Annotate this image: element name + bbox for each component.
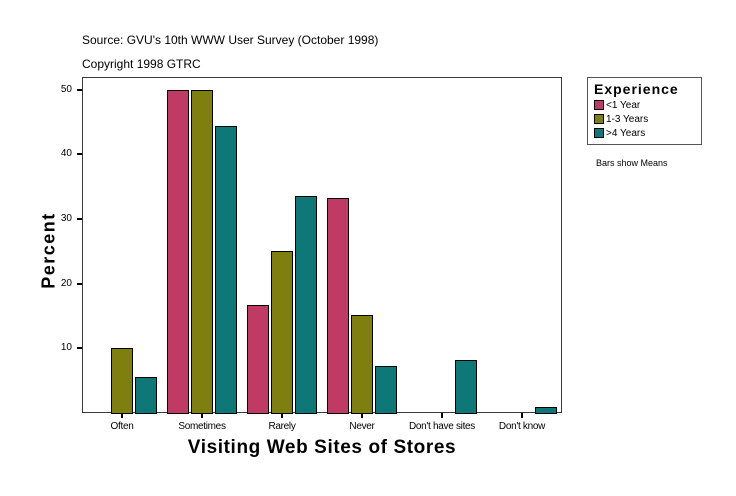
legend-swatch-gt4-years: [594, 128, 604, 139]
y-tick-mark: [77, 153, 82, 156]
bar: [351, 315, 373, 414]
legend-swatch-1-3-years: [594, 114, 604, 125]
bar: [271, 251, 293, 414]
bar: [167, 89, 189, 414]
legend-title: Experience: [594, 81, 679, 97]
bar: [111, 348, 133, 414]
legend-item-1-3-years: 1-3 Years: [594, 114, 648, 126]
legend-item-gt4-years: >4 Years: [594, 128, 645, 140]
legend-swatch-lt1-year: [594, 100, 604, 111]
y-tick-label: 50: [60, 83, 72, 95]
x-tick-label: Don't have sites: [408, 421, 476, 432]
x-axis-title: Visiting Web Sites of Stores: [187, 437, 457, 458]
y-tick-mark: [77, 347, 82, 350]
x-tick-label: Never: [349, 421, 375, 432]
y-tick-mark: [77, 282, 82, 285]
x-tick-mark: [521, 413, 523, 418]
bar: [191, 89, 213, 414]
legend: Experience <1 Year 1-3 Years >4 Years: [587, 77, 702, 145]
y-tick-label: 40: [60, 148, 72, 160]
x-tick-mark: [121, 413, 123, 418]
x-tick-label: Often: [110, 421, 134, 432]
legend-item-lt1-year: <1 Year: [594, 100, 640, 112]
y-tick-mark: [77, 88, 82, 91]
copyright-caption: Copyright 1998 GTRC: [82, 57, 201, 71]
y-tick-label: 10: [60, 342, 72, 354]
source-caption: Source: GVU's 10th WWW User Survey (Octo…: [82, 33, 379, 47]
x-tick-mark: [361, 413, 363, 418]
bar: [455, 359, 477, 414]
legend-label: 1-3 Years: [606, 114, 649, 125]
x-tick-mark: [441, 413, 443, 418]
bar: [247, 304, 269, 414]
plot-area: [82, 77, 562, 413]
legend-label: >4 Years: [606, 128, 646, 139]
x-tick-label: Sometimes: [178, 421, 226, 432]
bar: [215, 125, 237, 414]
x-tick-mark: [201, 413, 203, 418]
bar: [135, 377, 157, 414]
x-tick-label: Don't know: [498, 421, 546, 432]
bar: [295, 195, 317, 414]
legend-label: <1 Year: [606, 100, 641, 111]
bar: [535, 406, 557, 414]
y-tick-label: 30: [60, 212, 72, 224]
x-tick-mark: [281, 413, 283, 418]
y-tick-label: 20: [60, 277, 72, 289]
bars-show-means-note: Bars show Means: [596, 158, 668, 168]
y-tick-mark: [77, 217, 82, 220]
x-tick-label: Rarely: [268, 421, 296, 432]
bar: [375, 365, 397, 414]
bar: [327, 197, 349, 414]
